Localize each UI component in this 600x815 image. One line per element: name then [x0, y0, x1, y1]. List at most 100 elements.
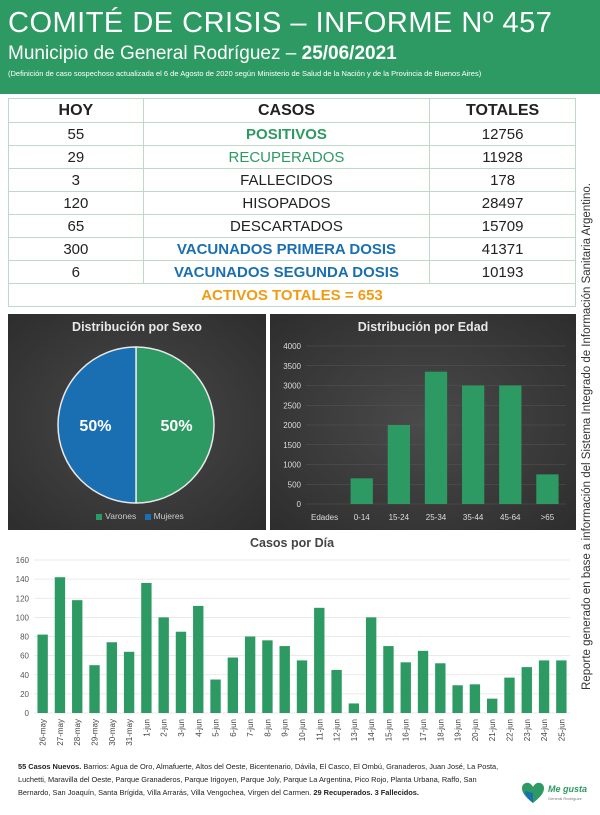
bar-23-jun	[521, 667, 532, 713]
y-tick-label: 1500	[283, 441, 301, 450]
totales-cell: 11928	[429, 145, 576, 169]
totales-cell: 28497	[429, 191, 576, 215]
report-subtitle: Municipio de General Rodríguez – 25/06/2…	[8, 42, 592, 66]
y-tick-label: 100	[16, 613, 30, 622]
totales-cell: 12756	[429, 122, 576, 146]
table-row: 29 RECUPERADOS 11928	[8, 145, 576, 169]
pie-slice-varones	[135, 346, 215, 504]
x-tick-label: 13-jun	[350, 719, 359, 741]
footer-text: 55 Casos Nuevos. Barrios: Agua de Oro, A…	[18, 760, 508, 799]
hoy-cell: 65	[8, 214, 144, 238]
x-tick-label: 24-jun	[540, 719, 549, 741]
table-row: 300 VACUNADOS PRIMERA DOSIS 41371	[8, 237, 576, 261]
hoy-cell: 3	[8, 168, 144, 192]
bar-21-jun	[487, 698, 498, 713]
y-tick-label: 80	[20, 633, 29, 642]
y-tick-label: 140	[16, 575, 30, 584]
x-tick-label: 19-jun	[454, 719, 463, 741]
x-tick-label: 31-may	[125, 719, 134, 746]
bar-28-may	[72, 600, 83, 713]
bar-11-jun	[314, 607, 325, 713]
casos-cell: DESCARTADOS	[142, 214, 431, 238]
x-tick-label: 5-jun	[212, 719, 221, 737]
x-tick-label: 25-34	[426, 513, 447, 522]
activos-totales: ACTIVOS TOTALES = 653	[8, 283, 576, 307]
legend-label: Varones	[105, 511, 137, 521]
y-tick-label: 2500	[283, 401, 301, 410]
x-tick-label: 28-may	[73, 719, 82, 746]
x-tick-label: 0-14	[354, 513, 371, 522]
pie-data-label: 50%	[79, 418, 111, 435]
casos-cell: POSITIVOS	[142, 122, 431, 146]
pie-data-label: 50%	[161, 418, 193, 435]
x-tick-label: 17-jun	[419, 719, 428, 741]
casos-cell: FALLECIDOS	[142, 168, 431, 192]
new-cases-lead: 55 Casos Nuevos.	[18, 762, 82, 771]
x-tick-label: 3-jun	[177, 719, 186, 737]
table-row: 55 POSITIVOS 12756	[8, 122, 576, 146]
table-row: 3 FALLECIDOS 178	[8, 168, 576, 192]
report-date: 25/06/2021	[301, 43, 397, 64]
barrios-list: Barrios: Agua de Oro, Almafuerte, Altos …	[18, 762, 499, 797]
totales-cell: 41371	[429, 237, 576, 261]
bar-24-jun	[538, 660, 550, 713]
y-tick-label: 3000	[283, 382, 301, 391]
legend-label: Mujeres	[153, 511, 184, 521]
table-row: 120 HISOPADOS 28497	[8, 191, 576, 215]
bar-19-jun	[452, 685, 463, 713]
x-tick-label: 9-jun	[281, 719, 290, 737]
bar-20-jun	[469, 684, 481, 713]
chart-legend: Varones Mujeres	[8, 511, 266, 521]
bar-4-jun	[193, 605, 204, 713]
x-tick-label: 22-jun	[505, 719, 514, 741]
x-tick-label: 27-may	[56, 719, 65, 746]
bar-13-jun	[348, 703, 360, 713]
y-tick-label: 0	[25, 709, 30, 718]
chart-title: Distribución por Edad	[357, 320, 489, 334]
logo-subtext: General Rodríguez	[548, 796, 582, 801]
pie-chart-svg: 50% 50%	[57, 346, 215, 504]
x-tick-label: 10-jun	[298, 719, 307, 741]
bar-29-may	[89, 665, 100, 713]
y-tick-label: 20	[20, 690, 29, 699]
age-distribution-chart: Distribución por Edad 0 500 1000 1500 2000 25…	[270, 314, 576, 530]
y-tick-label: 0	[297, 500, 302, 509]
bar-15-jun	[383, 646, 394, 713]
pie-slice-mujeres	[57, 346, 137, 504]
hoy-cell: 300	[8, 237, 144, 261]
casos-cell: HISOPADOS	[142, 191, 431, 215]
bar-6-jun	[227, 657, 239, 713]
bar-1-jun	[141, 582, 152, 713]
totales-cell: 178	[429, 168, 576, 192]
hoy-cell: 120	[8, 191, 144, 215]
bar-14-jun	[365, 617, 377, 713]
totales-cell: 15709	[429, 214, 576, 238]
bar-9-jun	[279, 646, 290, 713]
y-tick-label: 1000	[283, 461, 301, 470]
bar-3-jun	[175, 631, 187, 713]
source-sidenote: Reporte generado en base a información d…	[581, 183, 593, 690]
casos-cell: VACUNADOS PRIMERA DOSIS	[142, 237, 431, 261]
bar-15-24	[387, 425, 410, 504]
stats-table: HOY CASOS TOTALES 55 POSITIVOS 12756 29 …	[8, 98, 576, 307]
bar-22-jun	[504, 677, 515, 713]
x-tick-label: 15-24	[389, 513, 410, 522]
x-tick-label: 1-jun	[142, 719, 151, 737]
y-tick-label: 40	[20, 671, 29, 680]
legend-swatch-mujeres	[144, 513, 151, 520]
y-tick-label: 500	[288, 480, 302, 489]
bar-45-64	[499, 385, 522, 504]
hoy-cell: 6	[8, 260, 144, 284]
x-tick-label: 25-jun	[557, 719, 566, 741]
x-tick-label: 45-64	[500, 513, 521, 522]
bar-16-jun	[400, 662, 411, 713]
x-tick-label: 29-may	[91, 719, 100, 746]
x-tick-label: 35-44	[463, 513, 484, 522]
y-tick-label: 160	[16, 556, 30, 565]
bar->65	[536, 474, 559, 504]
casos-cell: RECUPERADOS	[142, 145, 431, 169]
bar-17-jun	[417, 650, 429, 713]
x-tick-label: 6-jun	[229, 719, 238, 737]
report-title: COMITÉ DE CRISIS – INFORME Nº 457	[8, 7, 553, 39]
x-tick-label: 30-may	[108, 719, 117, 746]
